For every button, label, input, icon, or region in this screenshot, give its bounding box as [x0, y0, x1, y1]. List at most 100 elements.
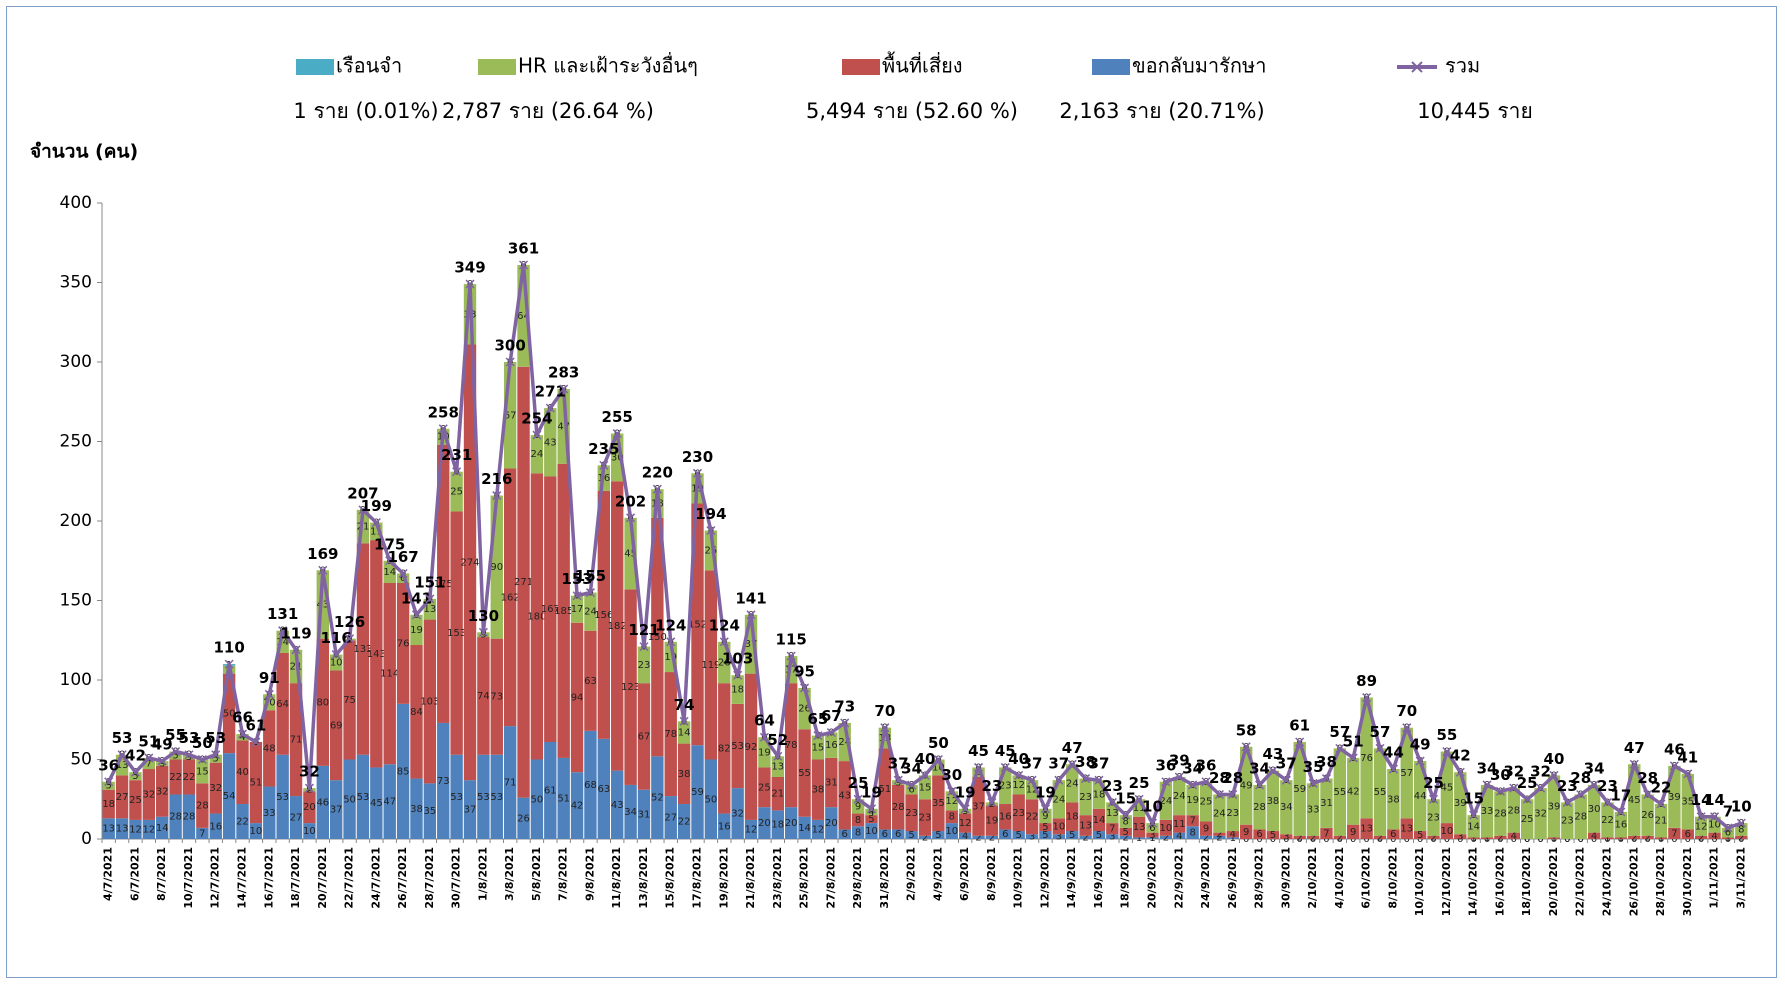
bar-segment	[356, 754, 370, 839]
bar-segment	[1079, 778, 1092, 816]
total-marker	[800, 683, 810, 693]
bar-segment	[370, 540, 383, 768]
bar-segment	[664, 672, 677, 797]
x-tick-label: 23/8/2021	[771, 847, 784, 909]
segment-label: 2	[1123, 832, 1129, 843]
segment-label: 1	[1470, 833, 1476, 844]
total-marker	[1428, 794, 1439, 804]
segment-label: 35	[423, 806, 436, 817]
bar-segment	[1628, 835, 1641, 839]
total-label: 66	[232, 709, 253, 727]
segment-label: 22	[1601, 815, 1614, 826]
segment-label: 4	[1230, 829, 1236, 840]
bar-segment	[1721, 837, 1735, 839]
segment-label: 274	[460, 557, 479, 568]
legend-summary: 2,163 ราย (20.71%)	[1059, 99, 1264, 123]
segment-label: 14	[798, 823, 811, 834]
total-marker	[157, 756, 167, 766]
total-label: 42	[125, 747, 146, 765]
segment-label: 3	[1457, 832, 1463, 843]
bar-segment	[316, 638, 329, 766]
segment-label: 17	[785, 665, 798, 676]
segment-label: 8	[1189, 828, 1195, 839]
bar-segment	[1694, 816, 1708, 836]
segment-label: 8	[1738, 824, 1744, 835]
total-marker	[1442, 747, 1452, 757]
total-label: 124	[655, 616, 686, 634]
bar-segment	[1708, 832, 1721, 839]
x-tick-label: 18/10/2021	[1520, 847, 1533, 916]
bar-segment	[1387, 829, 1400, 839]
total-marker	[1121, 810, 1131, 820]
segment-label: 1	[1136, 833, 1142, 844]
segment-label: 32	[142, 789, 155, 800]
total-marker	[211, 750, 221, 760]
segment-label: 28	[1494, 809, 1507, 820]
bar-segment	[450, 754, 463, 839]
total-marker	[1495, 786, 1505, 796]
total-label: 37	[1022, 755, 1043, 773]
bar-segment	[611, 481, 624, 771]
segment-label: 20	[303, 802, 316, 813]
bar-segment	[1266, 831, 1280, 839]
segment-label: 31	[1320, 798, 1333, 809]
bar-segment	[450, 511, 463, 755]
bar-segment	[196, 759, 209, 784]
total-marker	[318, 565, 328, 575]
total-label: 37	[1276, 755, 1297, 773]
segment-label: 11	[1133, 803, 1146, 814]
bar-segment	[784, 807, 798, 839]
segment-label: 0	[1484, 834, 1490, 845]
bar-segment	[236, 740, 249, 805]
bar-segment	[1186, 826, 1199, 839]
y-axis-label: จำนวน (คน)	[30, 141, 138, 163]
total-label: 167	[387, 548, 418, 566]
bar-segment	[1106, 834, 1119, 839]
segment-label: 17	[571, 604, 584, 615]
bar-segment	[289, 683, 303, 797]
total-label: 271	[535, 383, 566, 401]
bar-segment	[1213, 794, 1226, 833]
x-tick-label: 20/10/2021	[1547, 847, 1560, 916]
x-tick-label: 4/10/2021	[1333, 847, 1346, 909]
segment-label: 0	[1350, 834, 1356, 845]
segment-label: 4	[1176, 831, 1182, 842]
total-label: 103	[722, 650, 753, 668]
bar-segment	[463, 780, 477, 839]
segment-label: 0	[1323, 834, 1329, 845]
total-marker	[1710, 812, 1720, 822]
bar-segment	[1066, 764, 1079, 803]
segment-label: 0	[1444, 834, 1450, 845]
bar-segment	[932, 831, 945, 839]
x-tick-label: 18/9/2021	[1119, 847, 1132, 909]
segment-label: 32	[1534, 809, 1547, 820]
bar-segment	[1347, 757, 1360, 825]
bar-segment	[1199, 781, 1213, 822]
segment-label: 43	[611, 800, 624, 811]
total-marker	[1388, 764, 1398, 774]
total-label: 255	[602, 408, 633, 426]
bar-segment	[356, 543, 370, 755]
bar-segment	[1119, 835, 1132, 839]
bar-segment	[985, 835, 999, 839]
bar-segment	[169, 794, 182, 839]
bar-segment	[196, 827, 209, 839]
segment-label: 0	[1430, 834, 1436, 845]
segment-label: 73	[437, 776, 450, 787]
total-label: 30	[941, 766, 962, 784]
bar-segment	[316, 765, 329, 839]
segment-label: 9	[1350, 827, 1356, 838]
segment-label: 27	[290, 813, 303, 824]
segment-label: 0	[1377, 834, 1383, 845]
total-label: 74	[674, 696, 695, 714]
bar-segment	[263, 710, 276, 787]
bar-segment	[1173, 776, 1186, 816]
total-marker	[773, 751, 783, 761]
total-label: 19	[1035, 783, 1056, 801]
total-label: 283	[548, 364, 579, 382]
segment-label: 5	[1270, 830, 1276, 841]
segment-label: 1	[1618, 833, 1624, 844]
x-tick-label: 9/8/2021	[583, 847, 596, 901]
segment-label: 47	[383, 797, 396, 808]
total-marker	[920, 770, 930, 780]
